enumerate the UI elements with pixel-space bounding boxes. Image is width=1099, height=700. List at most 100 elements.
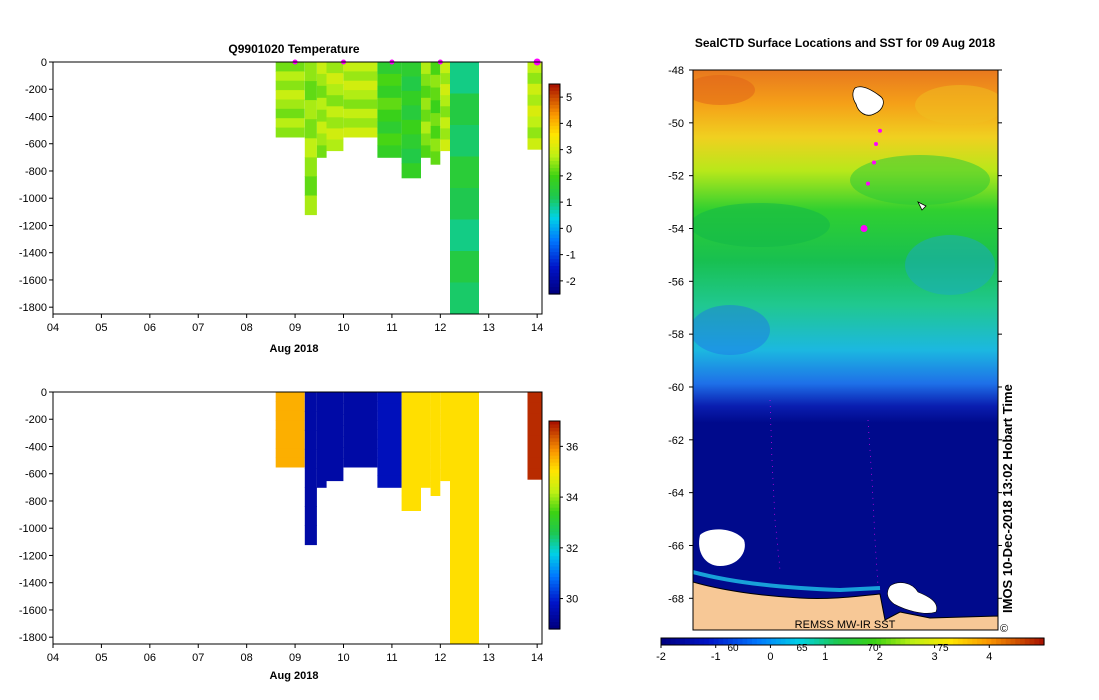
profile-cell bbox=[440, 73, 450, 85]
profile-cell bbox=[316, 133, 327, 146]
profile-cell bbox=[275, 80, 305, 91]
profile-cell bbox=[450, 455, 479, 487]
profile-cell bbox=[304, 157, 317, 177]
colorbar-tick-label: 5 bbox=[566, 92, 572, 104]
sst-colorbar-segment bbox=[799, 638, 806, 645]
y-tick-label: -1600 bbox=[19, 605, 47, 617]
colorbar-frame bbox=[548, 83, 561, 295]
colorbar-segment bbox=[549, 178, 560, 183]
island-outline bbox=[852, 86, 884, 116]
colorbar-segment bbox=[549, 587, 560, 592]
colorbar-segment bbox=[549, 590, 560, 595]
profile-cell bbox=[377, 415, 402, 429]
sst-colorbar-segment bbox=[699, 638, 705, 645]
profile-cell bbox=[440, 392, 450, 404]
profile-cell bbox=[430, 138, 441, 152]
sst-colorbar-segment bbox=[881, 638, 887, 645]
lat-tick-label: -48 bbox=[668, 65, 684, 77]
colorbar-segment bbox=[549, 500, 560, 505]
imos-timestamp: IMOS 10-Dec-2018 13:02 Hobart Time bbox=[1000, 384, 1015, 613]
profile-cell bbox=[421, 73, 431, 87]
profile-cell bbox=[343, 99, 378, 110]
x-tick-label: 04 bbox=[47, 322, 59, 334]
sst-colorbar-segment bbox=[723, 638, 729, 645]
colorbar-segment bbox=[549, 150, 560, 155]
profile-cell bbox=[377, 145, 402, 158]
profile-cell bbox=[275, 410, 305, 421]
sst-field bbox=[693, 70, 998, 630]
y-tick-label: -400 bbox=[25, 441, 47, 453]
x-tick-label: 05 bbox=[95, 652, 107, 664]
sst-colorbar-segment bbox=[742, 638, 748, 645]
sst-colorbar-tick-label: 4 bbox=[986, 651, 992, 663]
colorbar-segment bbox=[549, 199, 560, 204]
colorbar-segment bbox=[549, 521, 560, 526]
x-tick-label: 11 bbox=[386, 322, 397, 334]
sst-colorbar-segment bbox=[804, 638, 810, 645]
profile-cell bbox=[316, 109, 327, 123]
colorbar-segment bbox=[549, 577, 560, 582]
profile-cell bbox=[326, 414, 344, 426]
colorbar-segment bbox=[549, 611, 560, 616]
temperature-x-label: Aug 2018 bbox=[270, 343, 319, 355]
profile-cell bbox=[326, 469, 344, 482]
profile-cell bbox=[401, 134, 421, 150]
profile-cell bbox=[377, 427, 402, 441]
colorbar-segment bbox=[549, 542, 560, 547]
sst-colorbar-segment bbox=[1015, 638, 1021, 645]
sst-colorbar-segment bbox=[967, 638, 973, 645]
profile-cell bbox=[275, 438, 305, 449]
profile-cell bbox=[450, 282, 479, 315]
colorbar-segment bbox=[549, 224, 560, 229]
profile-cell bbox=[304, 487, 317, 507]
colorbar-tick-label: 36 bbox=[566, 441, 578, 453]
colorbar-segment bbox=[549, 129, 560, 134]
profile-cell bbox=[401, 466, 421, 482]
colorbar-segment bbox=[549, 421, 560, 426]
colorbar-segment bbox=[549, 462, 560, 467]
colorbar-segment bbox=[549, 573, 560, 578]
sst-colorbar-segment bbox=[809, 638, 815, 645]
colorbar-segment bbox=[549, 483, 560, 488]
sst-colorbar-segment bbox=[833, 638, 839, 645]
colorbar-segment bbox=[549, 283, 560, 288]
profile-cell bbox=[450, 156, 479, 189]
sst-colorbar-segment bbox=[814, 638, 820, 645]
profile-cell bbox=[377, 392, 402, 405]
profile-cell bbox=[421, 392, 431, 405]
sst-colorbar-segment bbox=[953, 638, 959, 645]
y-tick-label: -800 bbox=[25, 166, 47, 178]
sst-colorbar-tick-label: 2 bbox=[877, 651, 883, 663]
profile-cell bbox=[430, 404, 441, 419]
profile-cell bbox=[343, 438, 378, 449]
profile-cell bbox=[343, 80, 378, 91]
colorbar-segment bbox=[549, 175, 560, 180]
profile-cell bbox=[326, 392, 344, 404]
sst-colorbar-segment bbox=[1000, 638, 1007, 645]
sst-colorbar-overlay-label: 60 bbox=[727, 643, 739, 654]
profile-cell bbox=[377, 73, 402, 87]
profile-cell bbox=[304, 411, 317, 431]
copyright-symbol: © bbox=[1000, 623, 1008, 635]
profile-cell bbox=[316, 463, 327, 476]
y-tick-label: -1200 bbox=[19, 220, 47, 232]
sst-colorbar-overlay-label: 65 bbox=[796, 643, 808, 654]
profile-cell bbox=[450, 392, 479, 424]
sst-colorbar-segment bbox=[665, 638, 672, 645]
colorbar-segment bbox=[549, 535, 560, 540]
x-tick-label: 08 bbox=[241, 652, 253, 664]
colorbar-segment bbox=[549, 115, 560, 120]
profile-cell bbox=[527, 127, 542, 139]
colorbar-segment bbox=[549, 570, 560, 575]
colorbar-segment bbox=[549, 511, 560, 516]
profile-cell bbox=[450, 549, 479, 582]
sst-colorbar-segment bbox=[842, 638, 849, 645]
profile-cell bbox=[450, 125, 479, 157]
colorbar-segment bbox=[549, 182, 560, 187]
profile-cell bbox=[275, 108, 305, 119]
profile-cell bbox=[377, 439, 402, 453]
colorbar-segment bbox=[549, 580, 560, 585]
profile-cell bbox=[430, 482, 441, 496]
sst-colorbar-segment bbox=[771, 638, 777, 645]
profile-cell bbox=[440, 458, 450, 470]
